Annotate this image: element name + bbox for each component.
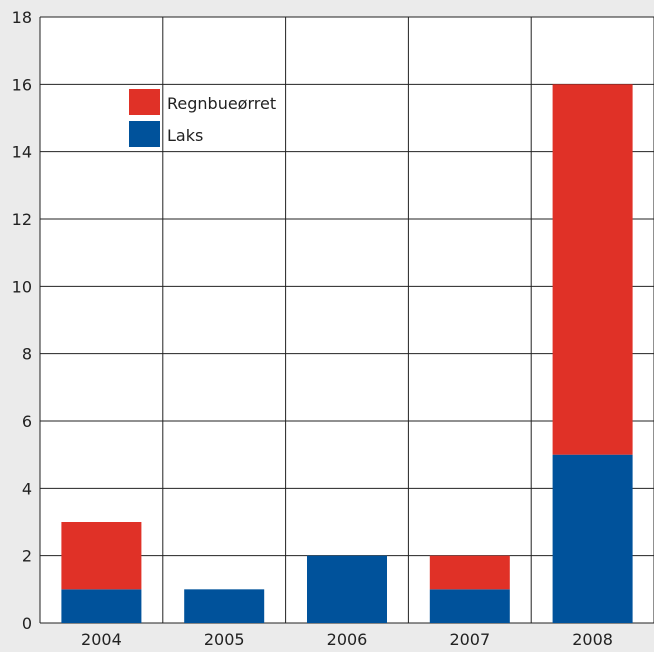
- y-tick-label: 8: [22, 345, 32, 364]
- legend-label: Regnbueørret: [167, 94, 276, 113]
- x-axis-ticks: 2004 2005 2006 2007 2008: [81, 630, 613, 649]
- bar-segment: [61, 522, 142, 590]
- x-tick-label: 2008: [572, 630, 613, 649]
- legend-swatch: [129, 89, 160, 115]
- bars: [61, 84, 633, 623]
- bar-segment: [61, 589, 142, 623]
- bar-segment: [552, 84, 633, 455]
- y-axis-ticks: 0 2 4 6 8 10 12 14 16 18: [12, 8, 32, 633]
- x-tick-label: 2007: [449, 630, 490, 649]
- x-tick-label: 2006: [327, 630, 368, 649]
- bar-segment: [429, 589, 510, 623]
- bar-segment: [552, 454, 633, 623]
- y-tick-label: 2: [22, 547, 32, 566]
- plot-area: [40, 17, 654, 623]
- legend-label: Laks: [167, 126, 203, 145]
- legend: Regnbueørret Laks: [129, 89, 276, 147]
- y-tick-label: 0: [22, 614, 32, 633]
- bar-segment: [184, 589, 265, 623]
- legend-swatch: [129, 121, 160, 147]
- x-tick-label: 2005: [204, 630, 245, 649]
- grid: [39, 16, 654, 624]
- y-tick-label: 16: [12, 75, 32, 94]
- bar-segment: [307, 555, 387, 623]
- x-tick-label: 2004: [81, 630, 122, 649]
- y-tick-label: 10: [12, 277, 32, 296]
- bar-segment: [429, 555, 510, 590]
- y-tick-label: 14: [12, 143, 32, 162]
- y-tick-label: 4: [22, 479, 32, 498]
- y-tick-label: 18: [12, 8, 32, 27]
- y-tick-label: 6: [22, 412, 32, 431]
- y-tick-label: 12: [12, 210, 32, 229]
